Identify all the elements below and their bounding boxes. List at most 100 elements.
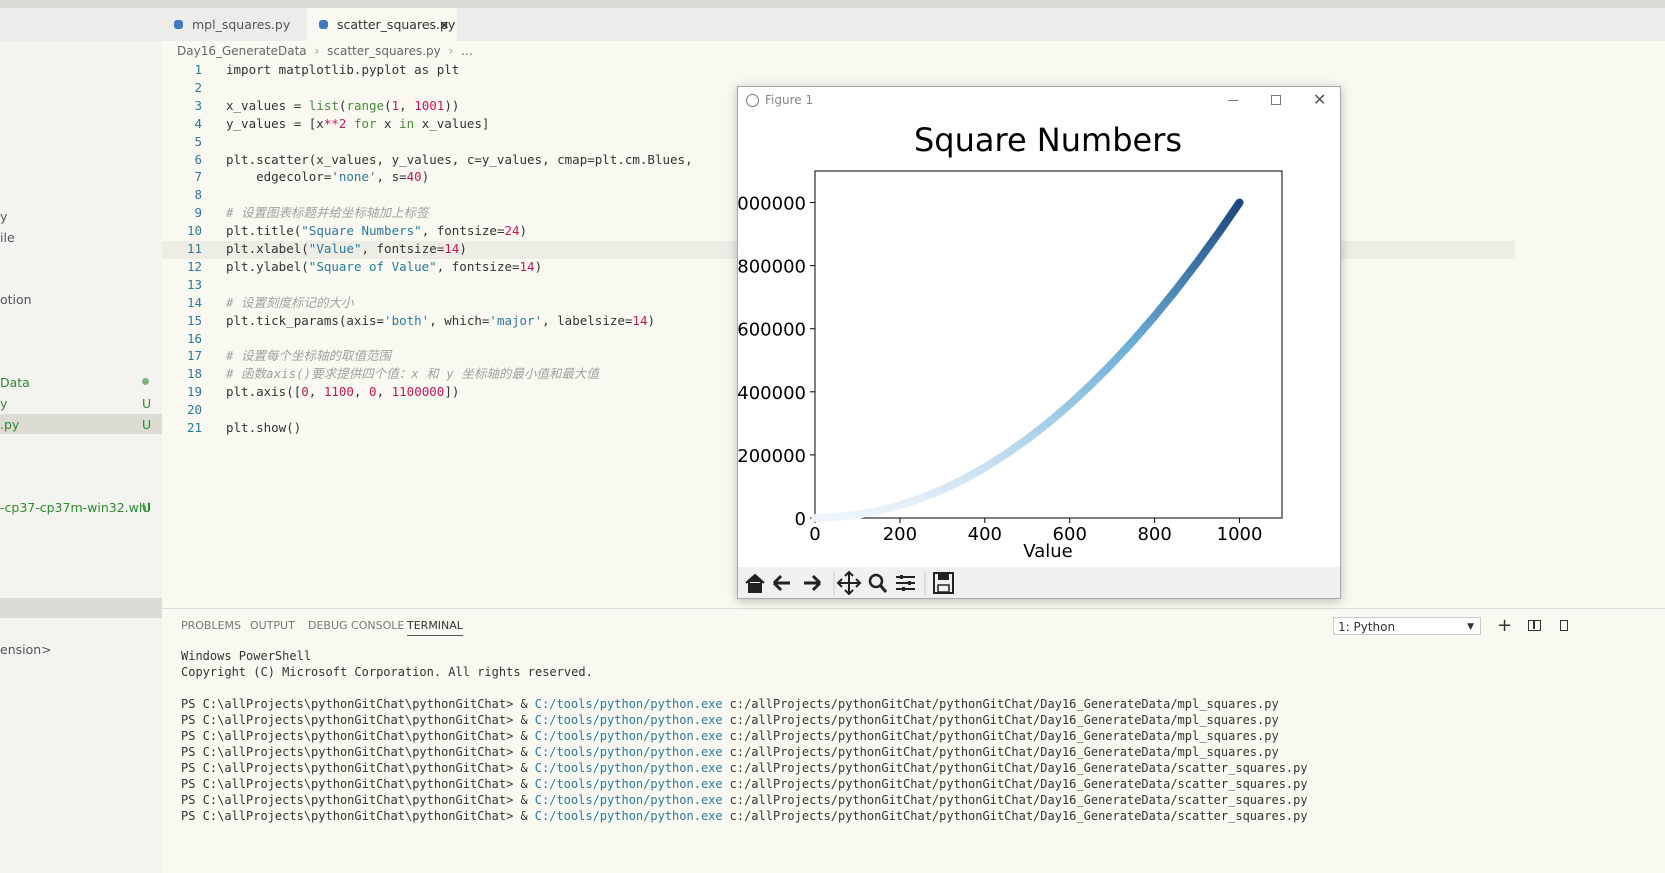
code-token: 'both' <box>384 312 430 328</box>
exe-path: C:/tools/python/python.exe <box>534 793 723 807</box>
file-item[interactable]: y <box>0 209 8 224</box>
line-number: 8 <box>194 187 202 203</box>
exe-path: C:/tools/python/python.exe <box>534 809 723 823</box>
terminal-line: Windows PowerShell <box>181 649 312 663</box>
code-token: y_values = [x <box>226 115 324 131</box>
code-token: x_values = <box>226 97 309 113</box>
configure-button[interactable] <box>896 575 915 591</box>
chart-title: Square Numbers <box>914 121 1182 159</box>
code-token: , which= <box>429 312 490 328</box>
code-token: ( <box>338 97 347 113</box>
code-token: in <box>399 115 415 131</box>
code-line: plt.scatter(x_values, y_values, c=y_valu… <box>226 151 693 169</box>
forward-button[interactable] <box>804 574 822 592</box>
code-token: range <box>346 97 385 113</box>
line-number: 16 <box>186 330 202 346</box>
zoom-button[interactable] <box>868 573 888 593</box>
git-badge: U <box>142 500 152 515</box>
prompt: PS C:\allProjects\pythonGitChat\pythonGi… <box>181 745 528 759</box>
outline-item[interactable]: ension> <box>0 642 52 657</box>
title-bar <box>0 0 1665 8</box>
minimize-button[interactable] <box>1228 100 1238 101</box>
editor-tab-active[interactable]: scatter_squares.py × <box>307 8 457 41</box>
app-icon <box>746 94 759 107</box>
code-token: , <box>376 384 392 400</box>
terminal-line: PS C:\allProjects\pythonGitChat\pythonGi… <box>181 712 1279 728</box>
code-token: , <box>353 384 370 400</box>
editor-tab[interactable]: mpl_squares.py <box>162 8 305 41</box>
plot-area <box>814 170 1283 519</box>
script-path: c:/allProjects/pythonGitChat/pythonGitCh… <box>729 761 1308 775</box>
terminal-line: PS C:\allProjects\pythonGitChat\pythonGi… <box>181 744 1279 760</box>
terminal-select[interactable]: 1: Python ▼ <box>1333 617 1481 635</box>
code-line: # 设置图表标题并给坐标轴加上标签 <box>226 204 429 222</box>
line-number: 18 <box>186 366 202 382</box>
file-item[interactable]: ile <box>0 230 15 245</box>
x-tick-label: 600 <box>1053 524 1087 545</box>
code-line: plt.axis([0, 1100, 0, 1100000]) <box>226 383 459 401</box>
chart: Square Numbers Value 0 200 400 600 800 1000 0 2… <box>738 121 1283 562</box>
home-button[interactable] <box>745 573 765 593</box>
split-terminal-button[interactable] <box>1528 620 1541 631</box>
code-token: # 设置每个坐标轴的取值范围 <box>226 348 392 364</box>
exe-path: C:/tools/python/python.exe <box>534 713 723 727</box>
kill-terminal-button[interactable] <box>1560 620 1568 631</box>
terminal-line: Copyright (C) Microsoft Corporation. All… <box>181 665 593 679</box>
tab-label: mpl_squares.py <box>192 17 291 32</box>
exe-path: C:/tools/python/python.exe <box>534 745 723 759</box>
window-title: Figure 1 <box>765 93 814 107</box>
code-token: 24 <box>504 223 520 239</box>
prompt: PS C:\allProjects\pythonGitChat\pythonGi… <box>181 793 528 807</box>
breadcrumb-item[interactable]: Day16_GenerateData <box>177 44 307 58</box>
code-token: # 设置图表标题并给坐标轴加上标签 <box>226 205 429 221</box>
script-path: c:/allProjects/pythonGitChat/pythonGitCh… <box>729 729 1279 743</box>
git-badge: U <box>142 417 152 432</box>
panel-tab[interactable]: PROBLEMS <box>181 619 242 632</box>
line-number: 3 <box>194 97 202 113</box>
code-token: )) <box>444 97 460 113</box>
code-token: "Value" <box>308 241 362 256</box>
terminal-line: PS C:\allProjects\pythonGitChat\pythonGi… <box>181 792 1308 808</box>
modified-dot <box>142 378 149 385</box>
line-number: 21 <box>186 420 202 435</box>
panel-tab[interactable]: DEBUG CONSOLE <box>308 619 405 632</box>
breadcrumb-item[interactable]: scatter_squares.py <box>327 44 441 58</box>
code-token: for <box>353 115 377 131</box>
prompt: PS C:\allProjects\pythonGitChat\pythonGi… <box>181 809 528 823</box>
code-token: 'major' <box>489 312 543 328</box>
code-token: plt.axis([ <box>226 384 302 400</box>
code-token: ( <box>384 97 392 113</box>
y-tick-label: 200000 <box>738 446 806 467</box>
code-token: import matplotlib.pyplot as plt <box>226 62 460 77</box>
pan-button[interactable] <box>836 570 862 596</box>
code-token: 1100000 <box>391 384 445 400</box>
folder-item[interactable]: Data <box>0 375 30 390</box>
line-number: 17 <box>186 348 202 364</box>
panel-tab-active[interactable]: TERMINAL <box>407 619 463 636</box>
line-number: 11 <box>186 241 202 256</box>
code-line: plt.tick_params(axis='both', which='majo… <box>226 312 655 330</box>
code-token: 1100 <box>323 384 354 400</box>
line-number: 20 <box>186 402 202 418</box>
close-button[interactable]: ✕ <box>1313 90 1327 109</box>
script-path: c:/allProjects/pythonGitChat/pythonGitCh… <box>729 777 1308 791</box>
new-terminal-button[interactable]: + <box>1497 615 1513 636</box>
code-token: plt.ylabel( <box>226 258 309 274</box>
maximize-button[interactable] <box>1271 95 1281 105</box>
breadcrumb-item[interactable]: ... <box>461 44 473 58</box>
terminal-line: PS C:\allProjects\pythonGitChat\pythonGi… <box>181 696 1279 712</box>
file-item[interactable]: y <box>0 396 8 411</box>
back-button[interactable] <box>772 574 790 592</box>
x-tick-label: 800 <box>1137 524 1171 545</box>
file-item[interactable]: .py <box>0 417 20 432</box>
code-line: plt.ylabel("Square of Value", fontsize=1… <box>226 258 542 276</box>
script-path: c:/allProjects/pythonGitChat/pythonGitCh… <box>729 697 1279 711</box>
toolbar-icons <box>745 570 954 596</box>
y-tick-label: 800000 <box>738 257 806 278</box>
tab-close[interactable]: × <box>439 17 450 32</box>
panel-tab[interactable]: OUTPUT <box>250 619 295 632</box>
save-button[interactable] <box>933 572 954 594</box>
file-item[interactable]: otion <box>0 292 32 307</box>
file-item[interactable]: -cp37-cp37m-win32.whl <box>0 500 151 515</box>
